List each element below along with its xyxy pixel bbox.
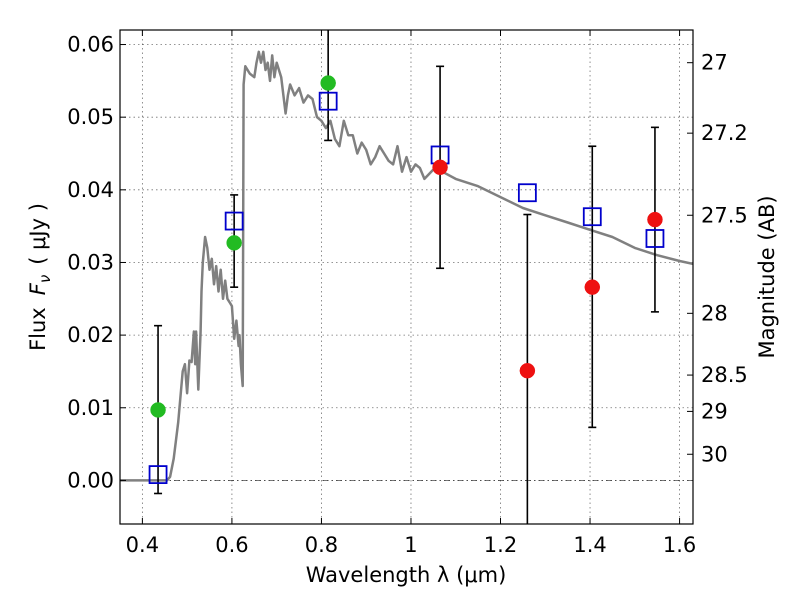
detection-point-green	[320, 75, 336, 91]
detection-point-green	[226, 235, 242, 251]
observed-point-red	[584, 279, 601, 295]
magnitude-tick-label: 27.2	[701, 121, 748, 145]
error-bar-group	[154, 30, 659, 524]
markers	[148, 75, 665, 485]
plot-frame	[119, 29, 694, 525]
x-tick-label: 0.8	[305, 533, 338, 557]
y-label-symbol: F	[26, 282, 50, 295]
magnitude-tick-label: 28.5	[701, 363, 748, 387]
model-photometry-square	[224, 211, 244, 231]
y-label-text: Flux	[26, 307, 50, 351]
model-photometry-square	[645, 229, 665, 248]
observed-point-red	[647, 211, 663, 228]
error-bars	[154, 30, 659, 524]
x-tick-label: 1.6	[663, 533, 696, 557]
magnitude-axis-label: Magnitude (AB)	[755, 195, 779, 358]
model-photometry-square	[318, 91, 338, 111]
magnitude-tick-label: 29	[701, 399, 728, 423]
x-tick-label: 1.2	[484, 533, 517, 557]
magnitude-tick-label: 30	[701, 442, 728, 466]
x-tick-label: 0.4	[126, 533, 159, 557]
magnitude-tick-label: 27.5	[701, 203, 748, 227]
grid	[120, 30, 693, 524]
magnitude-tick-label: 28	[701, 301, 728, 325]
detection-point-green	[150, 402, 166, 418]
magnitude-tick-label: 27	[701, 51, 728, 75]
x-tick-label: 1.4	[573, 533, 606, 557]
x-axis-label: Wavelength λ (μm)	[306, 563, 507, 587]
y-tick-label: 0.05	[67, 105, 114, 129]
y-tick-label: 0.01	[67, 396, 114, 420]
model-sed-line	[120, 50, 693, 482]
y-tick-label: 0.03	[67, 250, 114, 274]
x-tick-label: 0.6	[215, 533, 248, 557]
y-tick-label: 0.04	[67, 178, 114, 202]
y-tick-label: 0.00	[67, 468, 114, 492]
y-axis-label: Flux Fν ( μJy )	[26, 203, 54, 351]
y-label-unit: ( μJy )	[26, 203, 50, 265]
observed-point-red	[432, 159, 448, 176]
model-photometry-square	[517, 183, 537, 203]
y-tick-label: 0.06	[67, 33, 114, 57]
x-tick-label: 1	[404, 533, 417, 557]
observed-point-red	[519, 362, 536, 379]
ticks: 0.4 0.6 0.8 1 1.2 1.4 1.6 0.00 0.01 0.02 0.03 0.04 0…	[67, 30, 748, 557]
y-label-subscript: ν	[36, 275, 54, 283]
model-curve-group	[120, 50, 693, 482]
model-photometry-square	[582, 207, 602, 227]
model-photometry-square	[148, 465, 168, 485]
y-tick-label: 0.02	[67, 323, 114, 347]
